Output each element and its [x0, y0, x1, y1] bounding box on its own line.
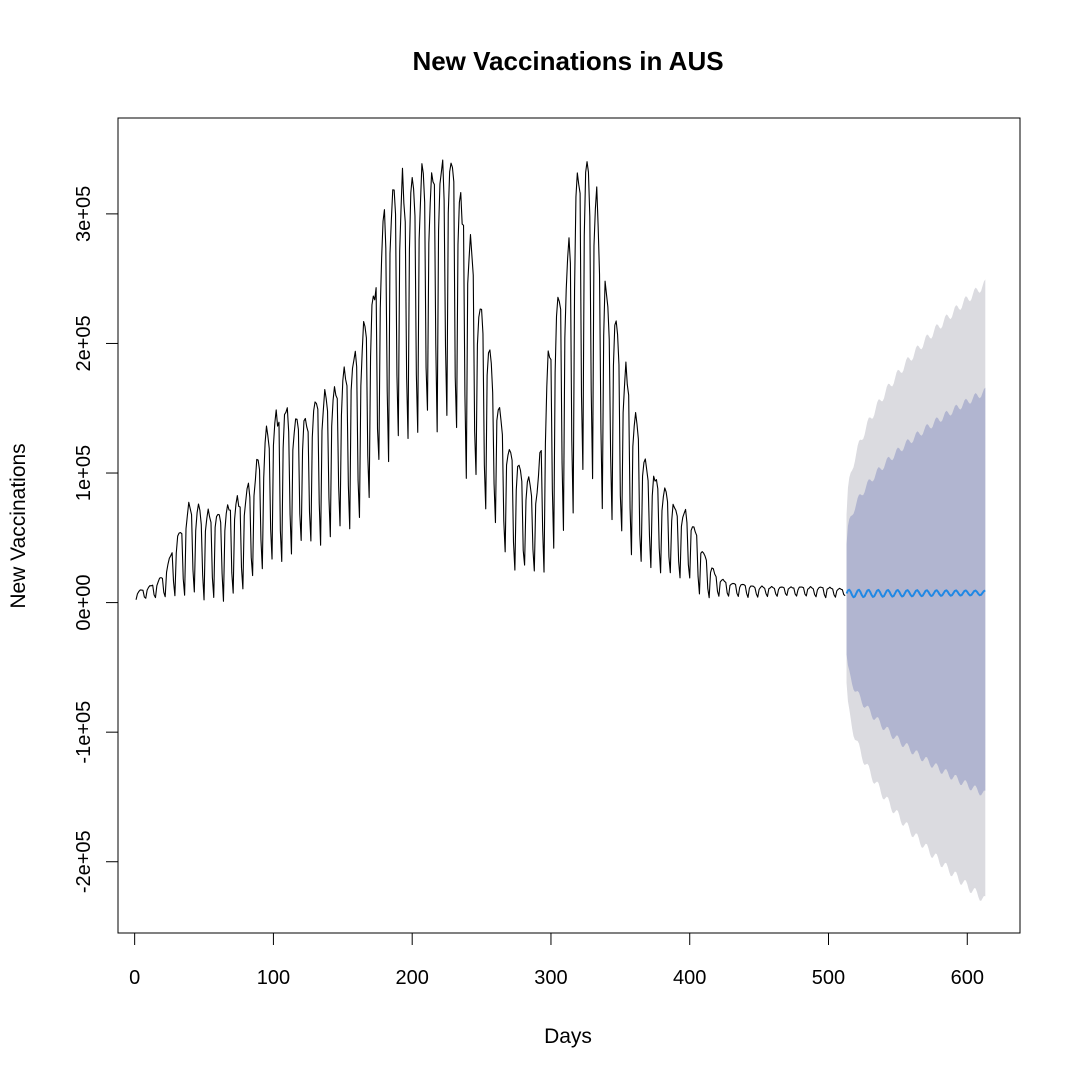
y-tick-label: -2e+05	[73, 830, 95, 893]
x-tick-label: 300	[534, 967, 567, 989]
y-tick-label: 1e+05	[73, 445, 95, 501]
y-tick-label: 3e+05	[73, 186, 95, 242]
x-tick-label: 400	[673, 967, 706, 989]
y-axis-label: New Vaccinations	[7, 443, 30, 608]
forecast-mean-line	[845, 588, 986, 599]
y-axis: -2e+05 -1e+05 0e+00 1e+05 2e+05 3e+05	[73, 186, 119, 893]
x-tick-label: 100	[257, 967, 290, 989]
x-axis-label: Days	[544, 1025, 592, 1048]
x-tick-label: 200	[396, 967, 429, 989]
x-tick-label: 600	[951, 967, 984, 989]
history-line	[135, 159, 846, 602]
history-series	[135, 159, 846, 602]
chart-title: New Vaccinations in AUS	[412, 46, 723, 76]
x-tick-label: 500	[812, 967, 845, 989]
y-tick-label: 0e+00	[73, 575, 95, 631]
y-tick-label: -1e+05	[73, 701, 95, 764]
x-axis: 0 100 200 300 400 500 600	[129, 932, 984, 989]
y-tick-label: 2e+05	[73, 315, 95, 371]
forecast-series	[845, 588, 986, 599]
x-tick-label: 0	[129, 967, 140, 989]
